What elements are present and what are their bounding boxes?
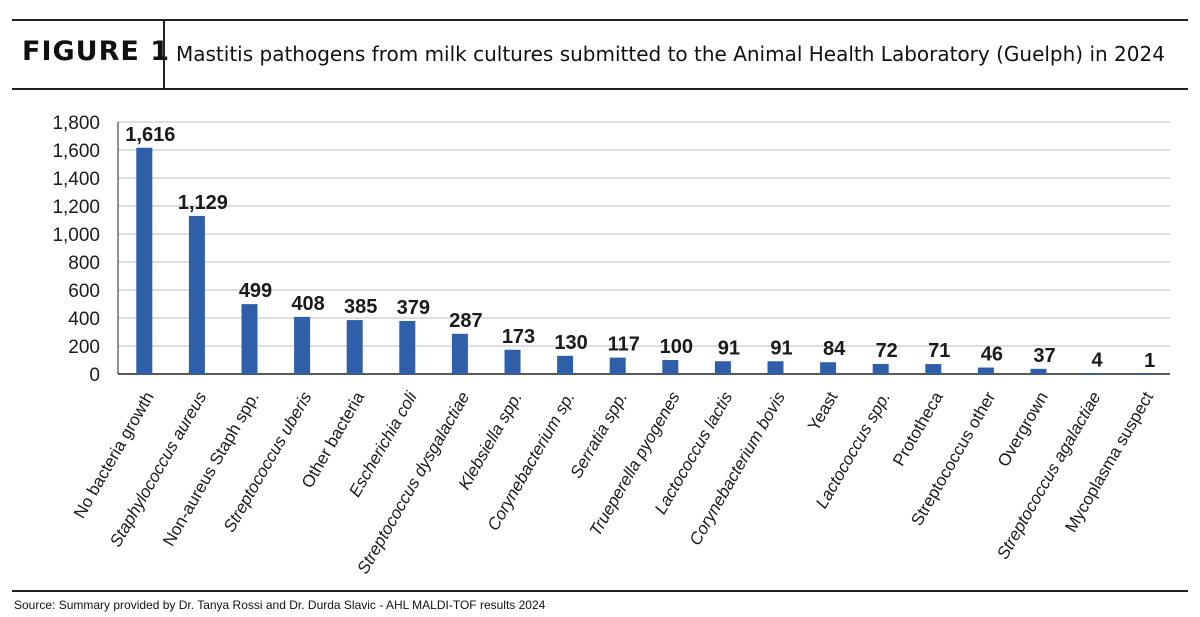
bar (767, 361, 784, 374)
bar (188, 215, 205, 374)
value-label: 72 (876, 340, 898, 362)
y-tick-label: 1,400 (52, 169, 100, 190)
bar (557, 355, 574, 374)
value-label: 130 (554, 332, 587, 354)
category-label: Yeast (804, 388, 842, 434)
bar (714, 361, 731, 374)
value-label: 408 (291, 293, 324, 315)
bar (1030, 368, 1047, 374)
bar (820, 362, 837, 374)
bar (294, 316, 311, 374)
bar (925, 364, 942, 374)
bar (609, 357, 626, 374)
header-bottom-rule (12, 88, 1188, 90)
bar (1083, 373, 1100, 374)
category-label: Corynebacterium bovis (686, 388, 790, 548)
gridlines (117, 121, 1170, 375)
category-label: Trueperella pyogenes (586, 388, 684, 539)
y-tick-label: 1,000 (52, 225, 100, 246)
value-label: 379 (397, 297, 430, 319)
value-label: 71 (928, 340, 950, 362)
bar-chart: 0 200 400 600 800 1,000 1,200 1,400 1,600 1,800 1… (52, 113, 1170, 577)
value-label: 37 (1033, 345, 1055, 367)
y-tick-label: 200 (68, 337, 100, 358)
value-label: 1 (1144, 350, 1155, 372)
value-label: 91 (718, 337, 740, 359)
y-tick-label: 1,600 (52, 141, 100, 162)
category-label: Prototheca (889, 388, 947, 469)
value-label: 84 (823, 338, 846, 360)
header-top-rule (12, 19, 1188, 21)
y-tick-label: 1,800 (52, 113, 100, 134)
y-tick-label: 600 (68, 281, 100, 302)
value-label: 117 (608, 334, 640, 356)
value-labels: 1,616 1,129 499 408 385 379 287 173 130 117 100 91 9… (125, 124, 1155, 372)
bar (504, 349, 521, 374)
figure-label: FIGURE 1 (22, 36, 170, 67)
category-label: Staphylococcus aureus (106, 388, 211, 550)
value-label: 91 (770, 337, 792, 359)
y-tick-label: 400 (68, 309, 100, 330)
figure-title: Mastitis pathogens from milk cultures su… (176, 42, 1165, 66)
value-label: 4 (1092, 349, 1104, 371)
value-label: 1,129 (178, 192, 228, 214)
value-label: 385 (344, 296, 377, 318)
bar (662, 360, 679, 374)
source-note: Source: Summary provided by Dr. Tanya Ro… (14, 598, 546, 612)
bars (136, 147, 1152, 374)
value-label: 499 (239, 280, 272, 302)
bar (977, 367, 994, 374)
value-label: 287 (449, 310, 482, 332)
bar (241, 304, 258, 374)
bar (136, 147, 153, 374)
category-label: Overgrown (994, 389, 1052, 471)
bar (399, 320, 416, 374)
value-label: 100 (660, 336, 693, 358)
footer-rule (12, 590, 1188, 592)
y-tick-label: 800 (68, 253, 100, 274)
value-label: 173 (502, 326, 535, 348)
category-label: Streptococcus agalactiae (993, 389, 1104, 563)
y-tick-label: 1,200 (52, 197, 100, 218)
bar (872, 363, 889, 374)
y-axis-ticks: 0 200 400 600 800 1,000 1,200 1,400 1,600 1,800 (52, 113, 100, 386)
y-tick-label: 0 (89, 365, 100, 386)
bar (451, 333, 468, 374)
bar (1135, 373, 1152, 374)
header-divider (163, 21, 165, 88)
category-label: Non-aureus Staph spp. (159, 389, 263, 550)
value-label: 46 (981, 344, 1003, 366)
value-label: 1,616 (125, 124, 175, 146)
bar (346, 320, 363, 374)
